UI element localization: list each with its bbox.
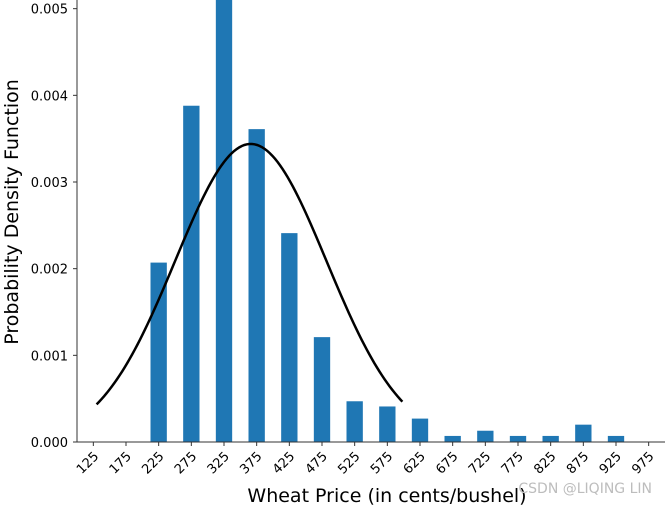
x-tick-label: 275: [172, 449, 200, 477]
pdf-curve: [95, 142, 404, 406]
bar-575: [379, 406, 396, 442]
y-tick-label: 0.002: [31, 263, 68, 278]
x-tick-label: 225: [139, 449, 167, 477]
y-ticks-layer: 0.000 0.001 0.002 0.003 0.004 0.005: [31, 3, 77, 451]
y-tick-label: 0.001: [31, 349, 68, 364]
y-axis-label: Probability Density Function: [1, 79, 23, 345]
y-tick-label: 0.003: [31, 176, 68, 191]
x-tick-label: 875: [564, 449, 592, 477]
bar-625: [411, 418, 429, 442]
x-tick-label: 775: [499, 449, 527, 477]
bars-layer: [150, 0, 625, 442]
bar-725: [477, 430, 494, 442]
bar-475: [313, 337, 331, 442]
bar-875: [575, 424, 592, 442]
bar-925: [607, 435, 625, 442]
watermark-text: CSDN @LIQING LIN: [518, 481, 652, 497]
x-tick-label: 625: [401, 449, 429, 477]
x-ticks-layer: 125 175 225 275 325 375 425 475 525 575 625 675 725 7…: [74, 442, 657, 477]
x-tick-label: 825: [531, 449, 559, 477]
bar-425: [281, 233, 298, 442]
x-tick-label: 325: [205, 449, 233, 477]
bar-675: [444, 435, 461, 442]
x-tick-label: 125: [74, 449, 102, 477]
x-tick-label: 525: [335, 449, 363, 477]
y-tick-label: 0.004: [31, 89, 68, 104]
y-tick-label: 0.000: [31, 436, 68, 451]
bar-325: [215, 0, 233, 442]
x-tick-label: 725: [466, 449, 494, 477]
x-tick-label: 575: [368, 449, 396, 477]
bar-775: [509, 435, 527, 442]
bar-375: [248, 129, 265, 442]
x-tick-label: 475: [303, 449, 331, 477]
x-tick-label: 425: [270, 449, 298, 477]
bar-525: [346, 401, 363, 442]
x-tick-label: 925: [597, 449, 625, 477]
bar-825: [542, 435, 559, 442]
y-tick-label: 0.005: [31, 3, 68, 18]
bar-275: [183, 105, 200, 442]
x-axis-label: Wheat Price (in cents/bushel): [247, 485, 526, 505]
x-tick-label: 675: [433, 449, 461, 477]
x-tick-label: 975: [629, 449, 657, 477]
x-tick-label: 375: [237, 449, 265, 477]
x-tick-label: 175: [107, 449, 135, 477]
